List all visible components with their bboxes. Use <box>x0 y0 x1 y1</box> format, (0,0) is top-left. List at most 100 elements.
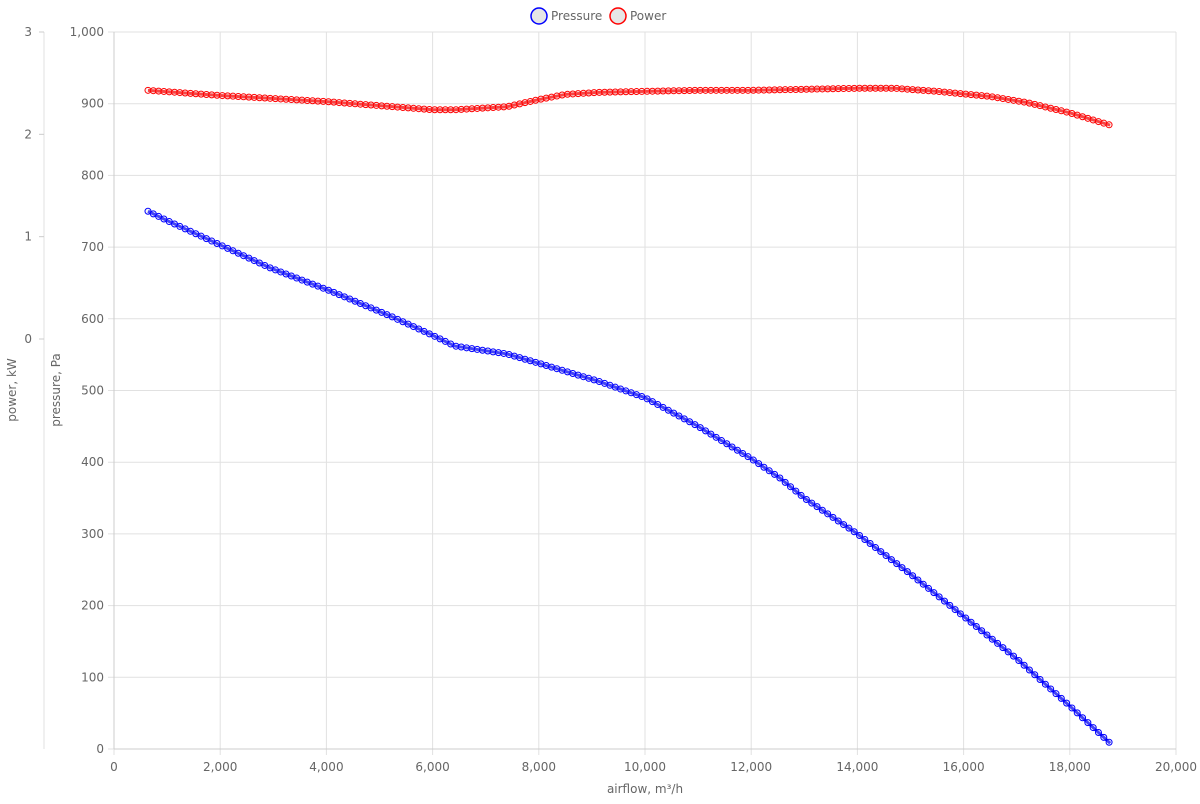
power-point[interactable] <box>680 87 688 95</box>
power-point[interactable] <box>898 85 906 93</box>
pressure-point[interactable] <box>484 347 492 355</box>
pressure-point[interactable] <box>1100 733 1108 741</box>
power-point[interactable] <box>155 87 163 95</box>
power-point[interactable] <box>298 96 306 104</box>
power-point[interactable] <box>813 85 821 93</box>
pressure-point[interactable] <box>951 606 959 614</box>
pressure-point[interactable] <box>914 576 922 584</box>
power-point[interactable] <box>840 85 848 93</box>
pressure-point[interactable] <box>893 560 901 568</box>
power-point[interactable] <box>967 91 975 99</box>
power-point[interactable] <box>415 105 423 113</box>
pressure-point[interactable] <box>994 639 1002 647</box>
power-point[interactable] <box>771 86 779 94</box>
power-point[interactable] <box>988 93 996 101</box>
power-point[interactable] <box>255 94 263 102</box>
power-point[interactable] <box>871 84 879 92</box>
pressure-point[interactable] <box>802 495 810 503</box>
pressure-point[interactable] <box>988 635 996 643</box>
pressure-point[interactable] <box>744 453 752 461</box>
power-point[interactable] <box>356 100 364 108</box>
power-point[interactable] <box>330 98 338 106</box>
pressure-point[interactable] <box>967 618 975 626</box>
power-point[interactable] <box>733 86 741 94</box>
pressure-point[interactable] <box>1068 704 1076 712</box>
power-point[interactable] <box>1004 95 1012 103</box>
power-point[interactable] <box>717 86 725 94</box>
legend[interactable]: Pressure Power <box>530 7 666 25</box>
power-point[interactable] <box>436 106 444 114</box>
power-point[interactable] <box>394 103 402 111</box>
power-point[interactable] <box>234 92 242 100</box>
power-point[interactable] <box>277 95 285 103</box>
pressure-point[interactable] <box>473 345 481 353</box>
pressure-point[interactable] <box>946 601 954 609</box>
pressure-point[interactable] <box>919 580 927 588</box>
power-point[interactable] <box>808 85 816 93</box>
power-point[interactable] <box>314 97 322 105</box>
power-point[interactable] <box>500 103 508 111</box>
power-point[interactable] <box>983 92 991 100</box>
power-point[interactable] <box>728 86 736 94</box>
pressure-point[interactable] <box>1025 666 1033 674</box>
power-point[interactable] <box>378 102 386 110</box>
power-point[interactable] <box>829 85 837 93</box>
power-point[interactable] <box>473 104 481 112</box>
pressure-point[interactable] <box>840 521 848 529</box>
power-point[interactable] <box>208 91 216 99</box>
power-point[interactable] <box>171 88 179 96</box>
pressure-point[interactable] <box>808 499 816 507</box>
pressure-point[interactable] <box>972 623 980 631</box>
pressure-point[interactable] <box>457 343 465 351</box>
pressure-point[interactable] <box>829 513 837 521</box>
power-point[interactable] <box>293 96 301 104</box>
pressure-point[interactable] <box>749 456 757 464</box>
pressure-point[interactable] <box>702 427 710 435</box>
power-point[interactable] <box>856 84 864 92</box>
power-point[interactable] <box>845 84 853 92</box>
power-point[interactable] <box>261 94 269 102</box>
pressure-point[interactable] <box>877 548 885 556</box>
power-point[interactable] <box>431 106 439 114</box>
pressure-point[interactable] <box>654 401 662 409</box>
power-point[interactable] <box>622 88 630 96</box>
power-point[interactable] <box>287 96 295 104</box>
power-point[interactable] <box>441 106 449 114</box>
pressure-point[interactable] <box>978 627 986 635</box>
pressure-point[interactable] <box>1020 661 1028 669</box>
power-point[interactable] <box>218 92 226 100</box>
pressure-point[interactable] <box>717 437 725 445</box>
power-point[interactable] <box>367 101 375 109</box>
pressure-point[interactable] <box>887 556 895 564</box>
pressure-point[interactable] <box>930 589 938 597</box>
pressure-point[interactable] <box>1052 690 1060 698</box>
pressure-point[interactable] <box>813 503 821 511</box>
power-point[interactable] <box>250 93 258 101</box>
power-point[interactable] <box>792 85 800 93</box>
power-point[interactable] <box>925 87 933 95</box>
power-point[interactable] <box>962 90 970 98</box>
pressure-point[interactable] <box>680 415 688 423</box>
power-point[interactable] <box>818 85 826 93</box>
power-point[interactable] <box>447 106 455 114</box>
pressure-point[interactable] <box>1047 685 1055 693</box>
power-point[interactable] <box>786 86 794 94</box>
pressure-point[interactable] <box>818 506 826 514</box>
power-point[interactable] <box>590 89 598 97</box>
legend-item-power[interactable]: Power <box>609 7 666 25</box>
pressure-point[interactable] <box>781 478 789 486</box>
power-point[interactable] <box>335 99 343 107</box>
power-point[interactable] <box>914 86 922 94</box>
power-point[interactable] <box>372 101 380 109</box>
power-point[interactable] <box>877 84 885 92</box>
pressure-point[interactable] <box>824 510 832 518</box>
pressure-point[interactable] <box>733 446 741 454</box>
pressure-point[interactable] <box>797 491 805 499</box>
power-point[interactable] <box>930 87 938 95</box>
pressure-point[interactable] <box>882 552 890 560</box>
power-point[interactable] <box>362 101 370 109</box>
power-point[interactable] <box>452 106 460 114</box>
pressure-point[interactable] <box>664 406 672 414</box>
power-point[interactable] <box>303 96 311 104</box>
power-point[interactable] <box>659 87 667 95</box>
